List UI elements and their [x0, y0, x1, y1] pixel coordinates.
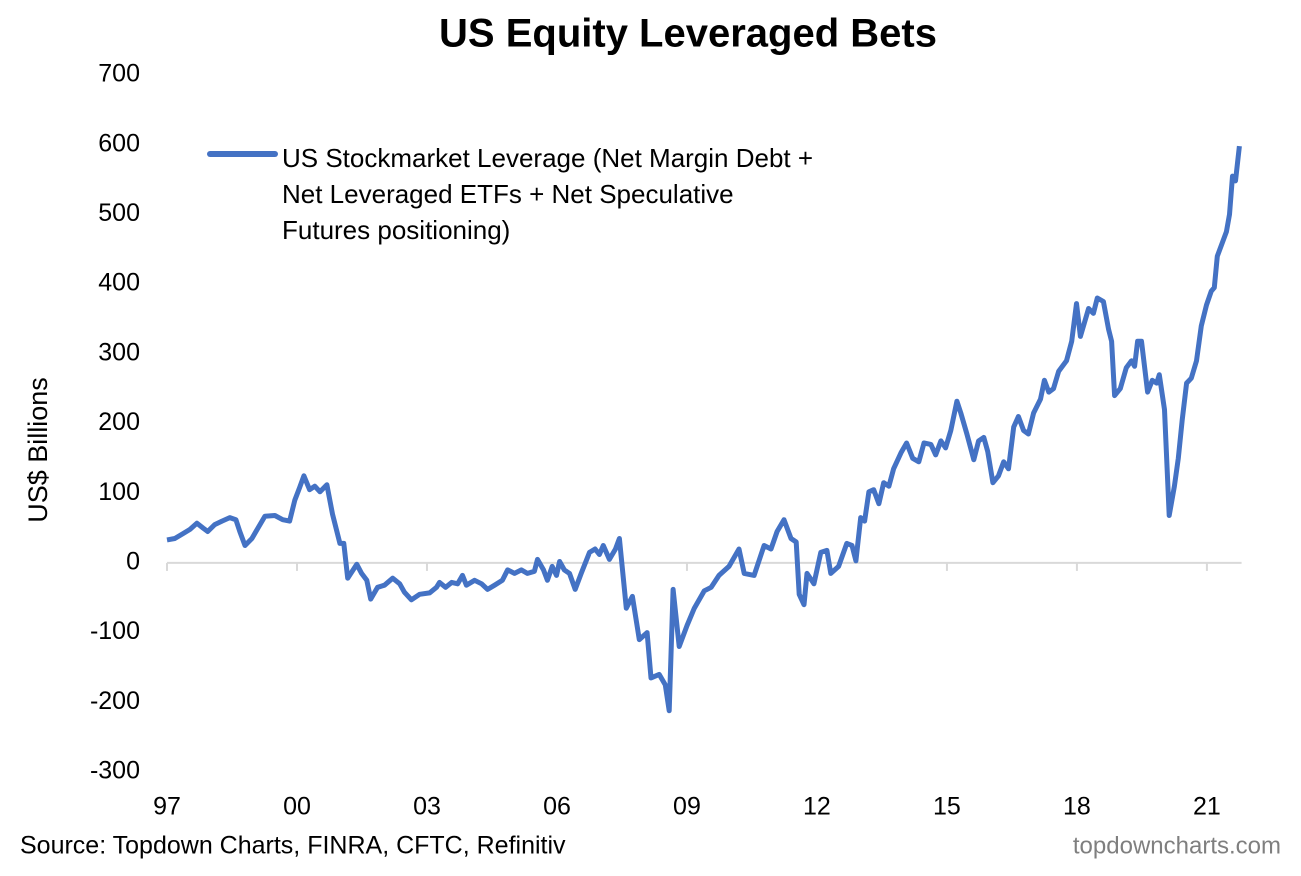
- chart-title: US Equity Leveraged Bets: [439, 12, 937, 56]
- x-tick-label: 15: [933, 793, 961, 821]
- x-tick-label: 21: [1193, 793, 1221, 821]
- y-axis-label: US$ Billions: [23, 377, 53, 523]
- source: Source: Topdown Charts, FINRA, CFTC, Ref…: [20, 832, 566, 860]
- y-tick-label: 300: [98, 338, 140, 366]
- watermark: topdowncharts.com: [1073, 832, 1281, 859]
- y-tick-label: -200: [90, 687, 140, 715]
- y-tick-label: 0: [126, 548, 140, 576]
- x-tick-label: 97: [153, 793, 181, 821]
- y-tick-label: 600: [98, 129, 140, 157]
- y-tick-label: 100: [98, 478, 140, 506]
- legend-label: US Stockmarket Leverage (Net Margin Debt…: [282, 143, 814, 245]
- x-tick-label: 09: [673, 793, 701, 821]
- y-tick-label: 200: [98, 408, 140, 436]
- x-tick-label: 12: [803, 793, 831, 821]
- y-tick-label: 500: [98, 199, 140, 227]
- y-tick-label: -100: [90, 617, 140, 645]
- x-tick-label: 00: [283, 793, 311, 821]
- data-line: [166, 145, 1242, 714]
- y-tick-label: 400: [98, 269, 140, 297]
- y-tick-label: -300: [90, 757, 140, 785]
- y-tick-label: 700: [98, 60, 140, 88]
- x-tick-label: 03: [413, 793, 441, 821]
- x-tick-label: 18: [1063, 793, 1091, 821]
- x-tick-label: 06: [543, 793, 571, 821]
